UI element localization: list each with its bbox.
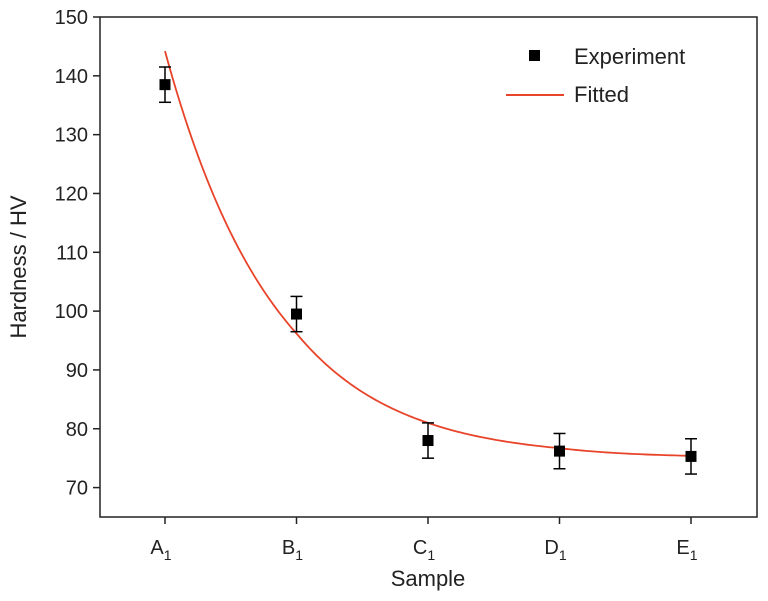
experiment-series <box>159 66 697 475</box>
x-tick-label: A1 <box>150 537 171 563</box>
y-tick-label: 90 <box>66 360 88 382</box>
fitted-curve <box>164 50 692 457</box>
experiment-marker <box>159 79 171 91</box>
x-axis: A1 B1 C1 D1 E1 <box>150 517 698 563</box>
experiment-point <box>553 432 566 470</box>
y-tick-label: 140 <box>55 66 88 88</box>
experiment-marker <box>291 308 302 320</box>
x-axis-title: Sample <box>391 566 466 591</box>
y-axis-title: Hardness / HV <box>6 195 31 338</box>
legend-fitted-label: Fitted <box>574 82 629 107</box>
y-tick-label: 150 <box>55 7 88 29</box>
experiment-point <box>685 438 697 475</box>
x-tick-label: D1 <box>544 537 566 563</box>
y-tick-label: 110 <box>56 242 88 264</box>
y-tick-label: 80 <box>66 419 88 441</box>
legend-experiment-marker <box>529 50 540 61</box>
legend-experiment-label: Experiment <box>574 44 685 69</box>
y-tick-label: 70 <box>66 478 88 500</box>
y-axis: 70 80 90 100 110 120 130 140 150 <box>55 7 100 500</box>
x-tick-label: E1 <box>676 537 697 563</box>
experiment-point <box>422 422 434 459</box>
experiment-point <box>290 295 303 333</box>
y-tick-label: 120 <box>55 183 88 205</box>
legend: Experiment Fitted <box>506 44 685 107</box>
x-tick-label: C1 <box>413 537 435 563</box>
x-tick-label: B1 <box>282 537 303 563</box>
experiment-marker <box>554 445 565 457</box>
experiment-point <box>159 66 171 104</box>
y-tick-label: 130 <box>55 125 88 147</box>
experiment-marker <box>422 435 434 447</box>
y-tick-label: 100 <box>55 301 88 323</box>
fitted-series <box>164 50 692 457</box>
experiment-marker <box>685 450 697 462</box>
